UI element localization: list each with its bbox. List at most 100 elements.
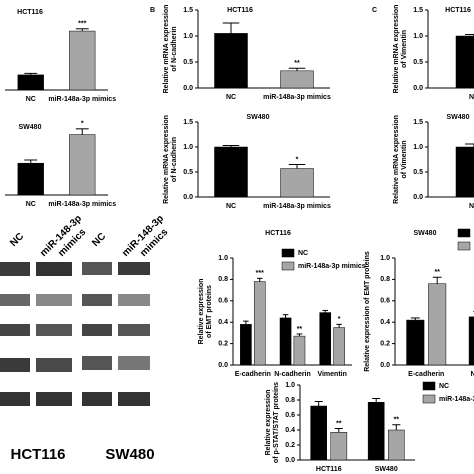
bar xyxy=(17,74,44,91)
y-tick-label: 0.8 xyxy=(218,276,228,283)
y-axis-label: of p-STAT/STAT proteins xyxy=(273,382,280,463)
lane-label: NC xyxy=(8,231,26,249)
bar xyxy=(280,168,314,198)
bar xyxy=(367,402,385,461)
x-tick-label: miR-148a-3p mimics xyxy=(263,94,331,101)
y-tick-label: 0.6 xyxy=(285,412,295,419)
significance: ** xyxy=(297,326,303,333)
y-tick-label: 0.0 xyxy=(183,194,193,201)
legend-label: NC xyxy=(298,250,308,257)
y-tick-label: 0.4 xyxy=(218,319,228,326)
y-tick-label: 0.2 xyxy=(218,340,228,347)
y-axis-label: of N-cadherin xyxy=(171,137,178,182)
y-tick-label: 0.2 xyxy=(285,442,295,449)
y-tick-label: 0.5 xyxy=(183,169,193,176)
bar xyxy=(330,432,348,461)
x-tick-label: NC xyxy=(226,203,236,210)
y-tick-label: 1.5 xyxy=(413,7,423,14)
y-tick-label: 0.0 xyxy=(285,457,295,464)
bar xyxy=(17,162,44,196)
y-tick-label: 1.0 xyxy=(380,255,390,262)
chart-title: HCT116 xyxy=(17,9,43,16)
x-tick-label: HCT116 xyxy=(316,466,342,473)
significance: * xyxy=(81,121,84,128)
significance: *** xyxy=(78,21,86,28)
bar xyxy=(310,405,327,461)
bar xyxy=(428,283,447,366)
lane-label: NC xyxy=(90,231,108,249)
legend-label: NC xyxy=(439,383,449,390)
bar xyxy=(69,30,96,91)
bar xyxy=(280,70,314,89)
blot-left xyxy=(0,262,72,406)
significance: * xyxy=(296,156,299,163)
y-tick-label: 0.2 xyxy=(380,340,390,347)
x-tick-label: NC xyxy=(26,201,36,208)
y-axis-label: Relative mRNA expression xyxy=(163,5,170,94)
y-tick-label: 0.0 xyxy=(218,362,228,369)
x-tick-label: NC xyxy=(469,94,474,101)
chart-title: SW480 xyxy=(447,114,470,121)
y-tick-label: 0.5 xyxy=(413,59,423,66)
legend-swatch xyxy=(422,394,436,404)
bar xyxy=(455,35,474,89)
y-tick-label: 0.4 xyxy=(380,319,390,326)
y-tick-label: 0.5 xyxy=(413,169,423,176)
y-tick-label: 1.0 xyxy=(183,33,193,40)
bar xyxy=(279,317,292,366)
y-tick-label: 1.0 xyxy=(285,382,295,389)
x-tick-label: E-cadherin xyxy=(408,371,444,378)
bar xyxy=(388,429,405,461)
chart-title: SW480 xyxy=(247,114,270,121)
significance: ** xyxy=(434,269,440,276)
panel-label: C xyxy=(372,7,377,14)
y-axis-label: Relative mRNA expression xyxy=(393,5,400,94)
bar xyxy=(69,134,96,196)
y-axis-label: of EMT proteins xyxy=(206,285,213,338)
x-tick-label: E-cadherin xyxy=(235,371,271,378)
bar xyxy=(214,33,248,89)
y-tick-label: 1.5 xyxy=(183,7,193,14)
y-tick-label: 0.0 xyxy=(183,85,193,92)
chart-title: SW480 xyxy=(19,124,42,131)
y-axis-label: Relative mRNA expression xyxy=(163,115,170,204)
x-tick-label: miR-148a-3p mimics xyxy=(48,201,116,208)
blot-right xyxy=(82,262,150,406)
y-tick-label: 0.4 xyxy=(285,427,295,434)
legend-label: miR-148a-3p mimics xyxy=(298,263,366,270)
x-tick-label: N-cadherin xyxy=(274,371,311,378)
x-tick-label: miR-148a-3p mimics xyxy=(263,203,331,210)
bar xyxy=(293,335,306,366)
y-tick-label: 0.6 xyxy=(218,298,228,305)
x-tick-label: miR-148a-3p mimics xyxy=(48,96,116,103)
y-tick-label: 0.0 xyxy=(413,194,423,201)
y-tick-label: 0.8 xyxy=(380,276,390,283)
x-tick-label: N-cadherin xyxy=(470,371,474,378)
y-tick-label: 0.0 xyxy=(380,362,390,369)
chart-title: SW480 xyxy=(414,230,437,237)
y-axis-label: Relative expression xyxy=(265,390,272,456)
bar xyxy=(214,146,248,198)
y-tick-label: 0.6 xyxy=(380,298,390,305)
y-axis-label: Relative expression xyxy=(198,279,205,345)
bar xyxy=(319,312,332,366)
significance: ** xyxy=(294,60,300,67)
x-tick-label: NC xyxy=(26,96,36,103)
y-axis-label: of N-cadherin xyxy=(171,26,178,71)
y-axis-label: of Vimentin xyxy=(401,141,408,179)
cell-label: SW480 xyxy=(105,446,154,463)
legend-swatch xyxy=(422,381,436,391)
legend-swatch xyxy=(281,248,295,258)
bar xyxy=(468,316,474,366)
legend-swatch xyxy=(457,228,471,238)
x-tick-label: NC xyxy=(469,203,474,210)
y-axis-label: Relative expression of EMT proteins xyxy=(364,251,371,372)
bar xyxy=(240,324,252,366)
y-tick-label: 1.0 xyxy=(183,144,193,151)
y-axis-label: Relative mRNA expression xyxy=(393,115,400,204)
bar xyxy=(253,281,266,366)
y-tick-label: 0.8 xyxy=(285,397,295,404)
x-tick-label: NC xyxy=(226,94,236,101)
y-tick-label: 1.0 xyxy=(218,255,228,262)
